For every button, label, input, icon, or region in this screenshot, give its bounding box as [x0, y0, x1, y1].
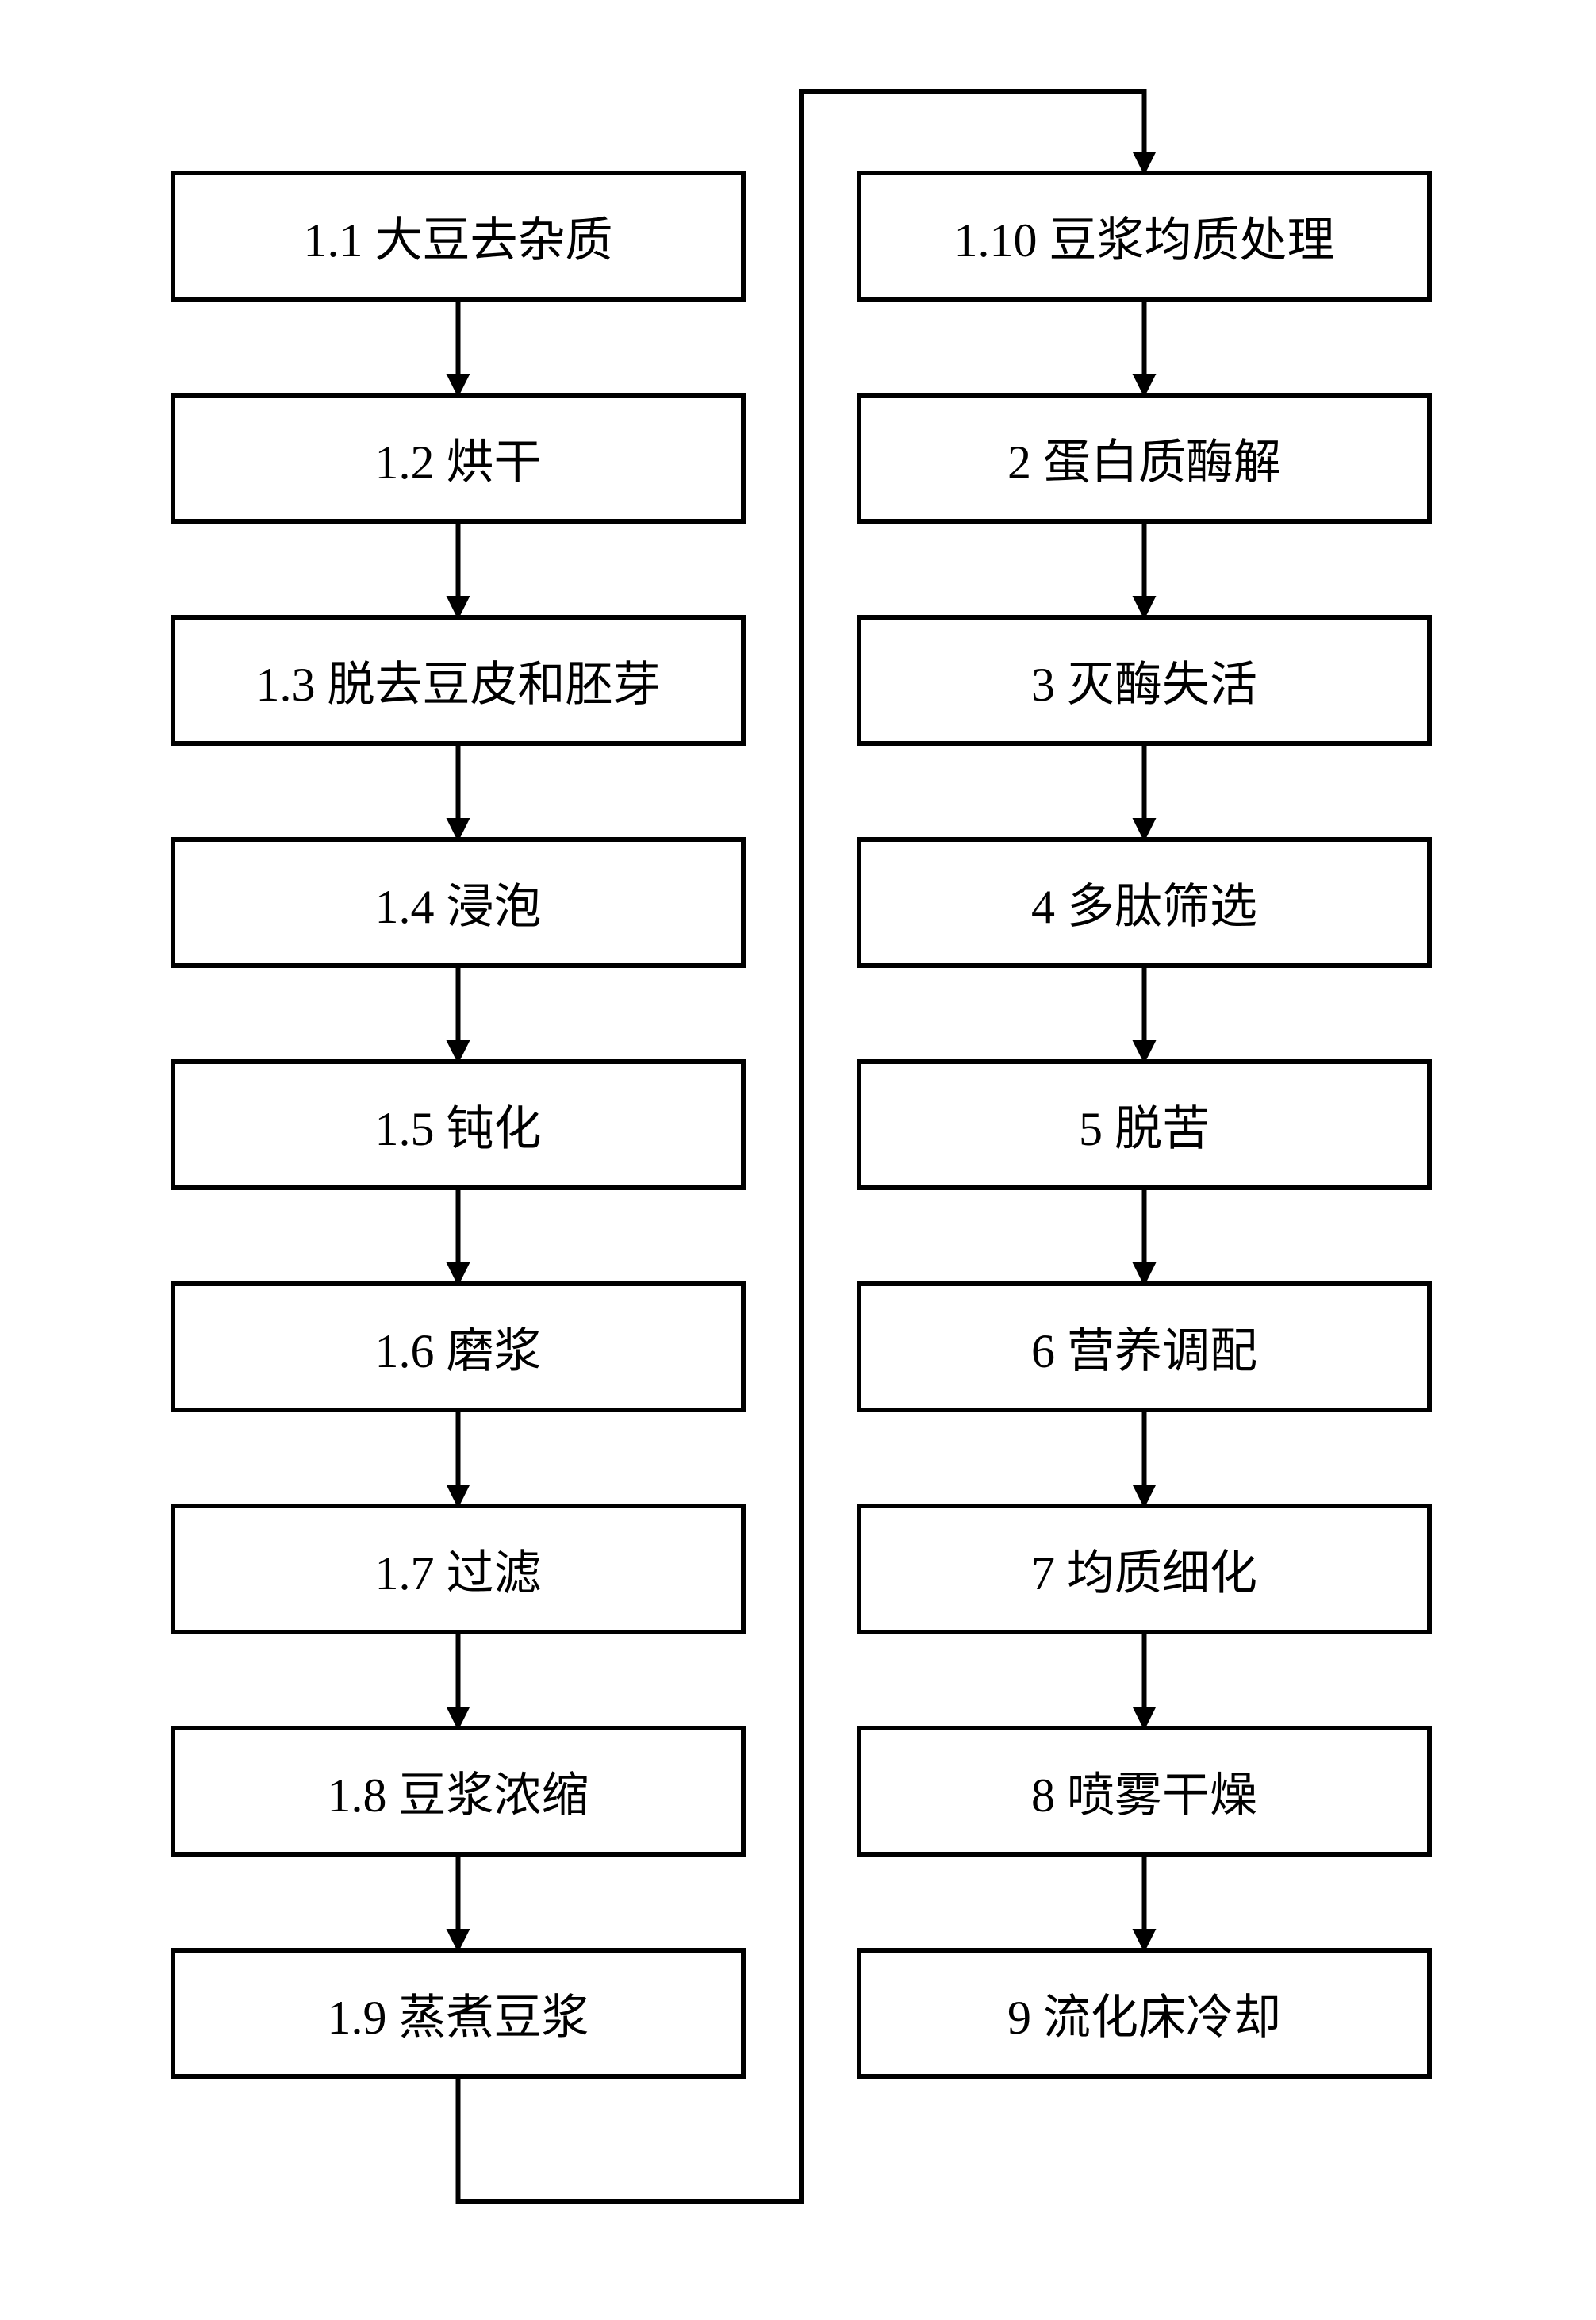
- flow-node-label: 7 均质细化: [1031, 1535, 1257, 1604]
- flow-node-label: 6 营养调配: [1031, 1312, 1257, 1381]
- flow-node-label: 1.9 蒸煮豆浆: [328, 1979, 589, 2048]
- flow-node-n8: 8 喷雾干燥: [857, 1726, 1432, 1857]
- flow-node-label: 1.8 豆浆浓缩: [328, 1757, 589, 1826]
- flow-node-n1_9: 1.9 蒸煮豆浆: [171, 1948, 746, 2079]
- flow-node-n1_2: 1.2 烘干: [171, 393, 746, 524]
- flow-node-label: 1.5 钝化: [375, 1090, 542, 1159]
- flow-node-label: 8 喷雾干燥: [1031, 1757, 1257, 1826]
- flow-node-n1_3: 1.3 脱去豆皮和胚芽: [171, 615, 746, 746]
- flowchart-canvas: 1.1 大豆去杂质 1.2 烘干 1.3 脱去豆皮和胚芽 1.4 浸泡 1.5 钝化 1.…: [0, 0, 1596, 2320]
- flow-node-label: 1.1 大豆去杂质: [304, 202, 613, 271]
- flow-node-label: 2 蛋白质酶解: [1007, 424, 1281, 493]
- flow-node-n4: 4 多肽筛选: [857, 837, 1432, 968]
- flow-node-n1_1: 1.1 大豆去杂质: [171, 171, 746, 302]
- flow-node-n5: 5 脱苦: [857, 1059, 1432, 1190]
- flow-node-n1_5: 1.5 钝化: [171, 1059, 746, 1190]
- flow-node-n1_8: 1.8 豆浆浓缩: [171, 1726, 746, 1857]
- flow-node-label: 3 灭酶失活: [1031, 646, 1257, 715]
- flow-node-label: 1.4 浸泡: [375, 868, 542, 937]
- flow-node-label: 1.10 豆浆均质处理: [954, 202, 1335, 271]
- flow-node-label: 9 流化床冷却: [1007, 1979, 1281, 2048]
- flow-node-n1_4: 1.4 浸泡: [171, 837, 746, 968]
- flow-node-n7: 7 均质细化: [857, 1504, 1432, 1634]
- flow-node-label: 1.3 脱去豆皮和胚芽: [256, 646, 661, 715]
- flow-node-label: 1.2 烘干: [375, 424, 542, 493]
- flow-node-label: 1.6 磨浆: [375, 1312, 542, 1381]
- flow-node-label: 4 多肽筛选: [1031, 868, 1257, 937]
- flow-node-label: 1.7 过滤: [375, 1535, 542, 1604]
- flow-node-n1_7: 1.7 过滤: [171, 1504, 746, 1634]
- flow-node-n9: 9 流化床冷却: [857, 1948, 1432, 2079]
- flow-node-label: 5 脱苦: [1079, 1090, 1210, 1159]
- flow-node-n3: 3 灭酶失活: [857, 615, 1432, 746]
- flow-node-n2: 2 蛋白质酶解: [857, 393, 1432, 524]
- flow-node-n6: 6 营养调配: [857, 1281, 1432, 1412]
- flow-node-n1_6: 1.6 磨浆: [171, 1281, 746, 1412]
- flow-node-n1_10: 1.10 豆浆均质处理: [857, 171, 1432, 302]
